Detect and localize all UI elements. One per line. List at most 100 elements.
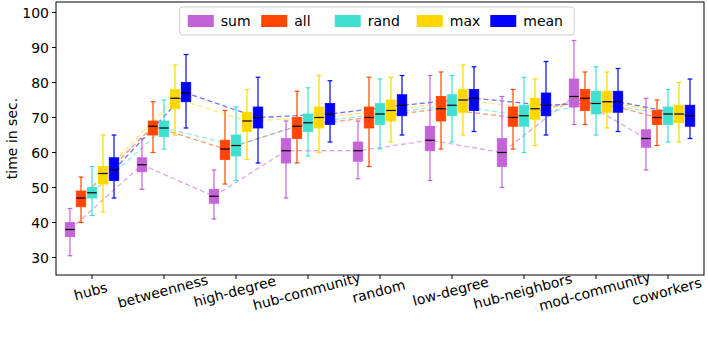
box xyxy=(519,105,529,126)
whisker-low xyxy=(235,156,236,181)
box xyxy=(314,107,324,128)
box xyxy=(580,90,590,111)
whisker-high xyxy=(606,72,607,91)
cap-low xyxy=(428,180,433,181)
box xyxy=(325,104,335,125)
whisker-low xyxy=(185,102,186,128)
whisker-low xyxy=(606,112,607,128)
median xyxy=(530,108,540,109)
cap-high xyxy=(428,75,433,76)
whisker-high xyxy=(296,91,297,117)
whisker-low xyxy=(113,181,114,199)
whisker-low xyxy=(141,172,142,190)
whisker-low xyxy=(174,109,175,135)
whisker-high xyxy=(617,69,618,92)
whisker-high xyxy=(91,167,92,188)
box xyxy=(397,95,407,116)
whisker-low xyxy=(257,128,258,163)
median xyxy=(652,117,662,118)
x-tick xyxy=(380,275,381,279)
whisker-low xyxy=(617,112,618,131)
cap-low xyxy=(605,127,610,128)
cap-low xyxy=(151,152,156,153)
cap-low xyxy=(500,187,505,188)
cap-low xyxy=(367,166,372,167)
cap-low xyxy=(256,162,261,163)
box xyxy=(425,126,435,151)
whisker-low xyxy=(512,126,513,149)
box xyxy=(242,112,252,131)
whisker-high xyxy=(534,79,535,98)
box xyxy=(364,107,374,128)
box xyxy=(159,121,169,137)
cap-high xyxy=(223,110,228,111)
whisker-high xyxy=(390,77,391,100)
median xyxy=(436,108,446,109)
legend-swatch xyxy=(188,15,214,27)
median xyxy=(220,148,230,149)
cap-high xyxy=(140,138,145,139)
whisker-low xyxy=(573,107,574,125)
cap-high xyxy=(295,91,300,92)
legend-swatch xyxy=(335,15,361,27)
cap-high xyxy=(389,77,394,78)
box xyxy=(231,135,241,156)
cap-low xyxy=(644,169,649,170)
box xyxy=(663,107,673,125)
box xyxy=(674,105,684,123)
whisker-high xyxy=(573,41,574,80)
y-tick xyxy=(52,152,56,153)
cap-low xyxy=(594,134,599,135)
whisker-low xyxy=(224,160,225,185)
whisker-high xyxy=(224,111,225,141)
whisker-high xyxy=(501,97,502,139)
median xyxy=(181,92,191,93)
whisker-high xyxy=(113,135,114,158)
whisker-high xyxy=(141,139,142,158)
whisker-low xyxy=(285,163,286,198)
cap-low xyxy=(284,197,289,198)
cap-low xyxy=(522,152,527,153)
box xyxy=(386,100,396,121)
cap-high xyxy=(594,66,599,67)
cap-high xyxy=(328,80,333,81)
box xyxy=(109,158,119,181)
legend-swatch xyxy=(417,15,443,27)
box xyxy=(652,111,662,125)
whisker-low xyxy=(534,119,535,145)
cap-low xyxy=(400,134,405,135)
whisker-low xyxy=(379,125,380,150)
cap-high xyxy=(605,71,610,72)
whisker-high xyxy=(462,65,463,90)
median xyxy=(397,105,407,106)
box xyxy=(303,114,313,132)
cap-low xyxy=(472,131,477,132)
whisker-high xyxy=(667,90,668,108)
cap-high xyxy=(572,40,577,41)
median xyxy=(541,105,551,106)
whisker-high xyxy=(584,72,585,90)
cap-low xyxy=(666,141,671,142)
median xyxy=(65,229,75,230)
cap-high xyxy=(655,99,660,100)
cap-high xyxy=(79,176,84,177)
box xyxy=(641,130,651,148)
whisker-low xyxy=(501,167,502,188)
median xyxy=(641,138,651,139)
whisker-high xyxy=(678,83,679,106)
whisker-low xyxy=(451,116,452,142)
whisker-high xyxy=(451,76,452,95)
box xyxy=(458,90,468,113)
x-tick xyxy=(308,275,309,279)
x-tick xyxy=(92,275,93,279)
cap-high xyxy=(450,75,455,76)
cap-low xyxy=(439,148,444,149)
whisker-low xyxy=(462,112,463,135)
whisker-low xyxy=(523,126,524,152)
cap-high xyxy=(245,89,250,90)
y-tick xyxy=(52,47,56,48)
box xyxy=(292,118,302,139)
whisker-low xyxy=(69,237,70,256)
median xyxy=(425,140,435,141)
box xyxy=(569,79,579,107)
